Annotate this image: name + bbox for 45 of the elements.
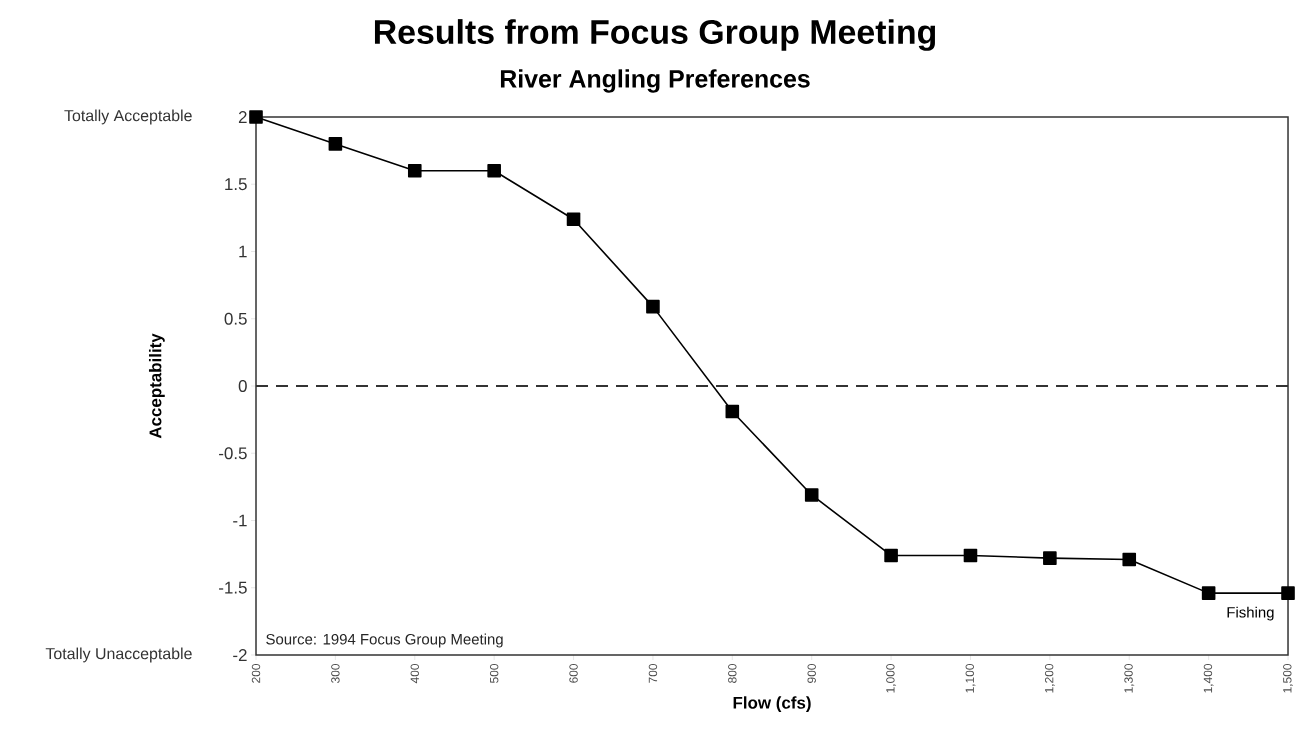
point — [249, 110, 263, 124]
x-tick-label: 1,000 — [886, 663, 897, 693]
y-tick-label: -2 — [233, 649, 247, 661]
x-tick-label: 400 — [410, 663, 419, 684]
x-tick-label: 1,100 — [965, 663, 976, 693]
series-label: Fishing — [1227, 606, 1274, 621]
x-tick-label: 800 — [728, 663, 737, 683]
annotation: Source: 1994 Focus Group Meeting — [266, 633, 503, 648]
x-tick-label: 500 — [489, 663, 499, 683]
chart-title: Results from Focus Group Meeting — [374, 19, 936, 51]
point — [407, 163, 422, 178]
point — [963, 548, 978, 563]
point — [1201, 586, 1216, 600]
x-axis-title: Flow (cfs) — [733, 696, 811, 713]
y-axis-title: Acceptability — [148, 333, 165, 439]
point — [646, 299, 660, 314]
point — [566, 212, 581, 227]
y-tick-label: 0.5 — [224, 312, 247, 325]
y-tick-label: 0 — [238, 379, 247, 392]
x-tick-label: 200 — [251, 663, 261, 683]
y-tick-label: -0.5 — [219, 447, 247, 460]
point — [1122, 552, 1137, 567]
x-tick-label: 1,500 — [1283, 663, 1293, 693]
chart-subtitle: River Angling Preferences — [500, 69, 810, 93]
point — [725, 404, 740, 419]
point — [487, 163, 501, 178]
point — [1281, 586, 1295, 600]
x-tick-label: 600 — [569, 663, 578, 683]
y-tick-label: -1 — [233, 514, 247, 527]
text: Totally Acceptable — [64, 109, 192, 125]
x-tick-label: 300 — [331, 663, 340, 684]
point — [1043, 551, 1057, 565]
x-tick-label: 900 — [807, 663, 816, 683]
x-tick-label: 1,200 — [1044, 663, 1055, 693]
point — [884, 548, 898, 563]
text: Totally Unacceptable — [45, 647, 192, 663]
y-tick-label: -1.5 — [219, 581, 247, 594]
point — [804, 488, 819, 502]
x-tick-label: 1,300 — [1124, 663, 1135, 693]
x-tick-label: 700 — [648, 663, 658, 683]
y-tick-label: 2 — [238, 111, 247, 123]
point — [328, 137, 343, 151]
y-tick-label: 1 — [239, 245, 247, 258]
y-tick-label: 1.5 — [225, 178, 247, 191]
x-tick-label: 1,400 — [1203, 663, 1214, 693]
